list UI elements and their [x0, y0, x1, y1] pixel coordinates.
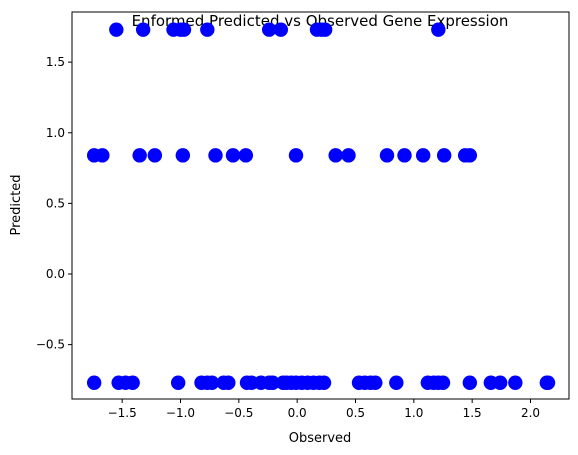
x-tick-label: −1.0	[166, 406, 195, 420]
scatter-point	[132, 148, 147, 163]
scatter-point	[492, 375, 508, 390]
scatter-point	[462, 148, 478, 163]
scatter-point	[200, 22, 215, 37]
scatter-point	[225, 148, 241, 163]
scatter-point	[261, 22, 277, 37]
scatter-point	[436, 148, 452, 163]
plot-area-frame	[71, 11, 570, 400]
scatter-point	[508, 375, 523, 390]
scatter-point	[204, 375, 220, 390]
x-tick-label: 2.0	[521, 406, 540, 420]
scatter-point	[317, 22, 333, 37]
scatter-point	[273, 22, 289, 37]
y-tick-label: 1.0	[46, 126, 65, 140]
scatter-point	[379, 148, 395, 163]
y-axis-label: Predicted	[9, 174, 24, 235]
x-tick-label: −0.5	[224, 406, 253, 420]
scatter-point	[208, 148, 223, 163]
scatter-point	[176, 22, 192, 37]
scatter-point	[170, 375, 186, 390]
scatter-point	[265, 375, 280, 390]
scatter-points	[86, 22, 556, 390]
scatter-point	[462, 375, 478, 390]
scatter-point	[135, 22, 151, 37]
scatter-point	[109, 22, 124, 37]
y-axis: −0.5 0.0 0.5 1.0 1.5	[36, 55, 72, 352]
scatter-point	[95, 148, 110, 163]
scatter-point	[389, 375, 404, 390]
scatter-point	[316, 375, 332, 390]
scatter-point	[288, 148, 304, 163]
scatter-point	[415, 148, 431, 163]
scatter-point	[147, 148, 163, 163]
y-tick-label: 0.5	[46, 196, 65, 210]
scatter-point	[368, 375, 383, 390]
scatter-point	[540, 375, 556, 390]
scatter-point	[86, 375, 102, 390]
x-tick-label: 1.0	[404, 406, 423, 420]
x-tick-label: 0.5	[346, 406, 365, 420]
scatter-point	[125, 375, 140, 390]
scatter-point	[221, 375, 236, 390]
y-tick-label: 0.0	[46, 267, 65, 281]
scatter-point	[435, 375, 451, 390]
x-tick-label: 1.5	[463, 406, 482, 420]
x-axis: −1.5 −1.0 −0.5 0.0 0.5 1.0 1.5 2.0	[108, 399, 540, 420]
y-tick-label: 1.5	[46, 55, 65, 69]
x-tick-label: −1.5	[108, 406, 137, 420]
scatter-point	[238, 148, 254, 163]
x-tick-label: 0.0	[288, 406, 307, 420]
scatter-point	[175, 148, 191, 163]
scatter-point	[431, 22, 446, 37]
scatter-point	[397, 148, 412, 163]
chart-title: Enformed Predicted vs Observed Gene Expr…	[132, 12, 509, 30]
scatter-point	[341, 148, 356, 163]
x-axis-label: Observed	[289, 431, 352, 446]
scatter-point	[328, 148, 343, 163]
y-tick-label: −0.5	[36, 338, 65, 352]
